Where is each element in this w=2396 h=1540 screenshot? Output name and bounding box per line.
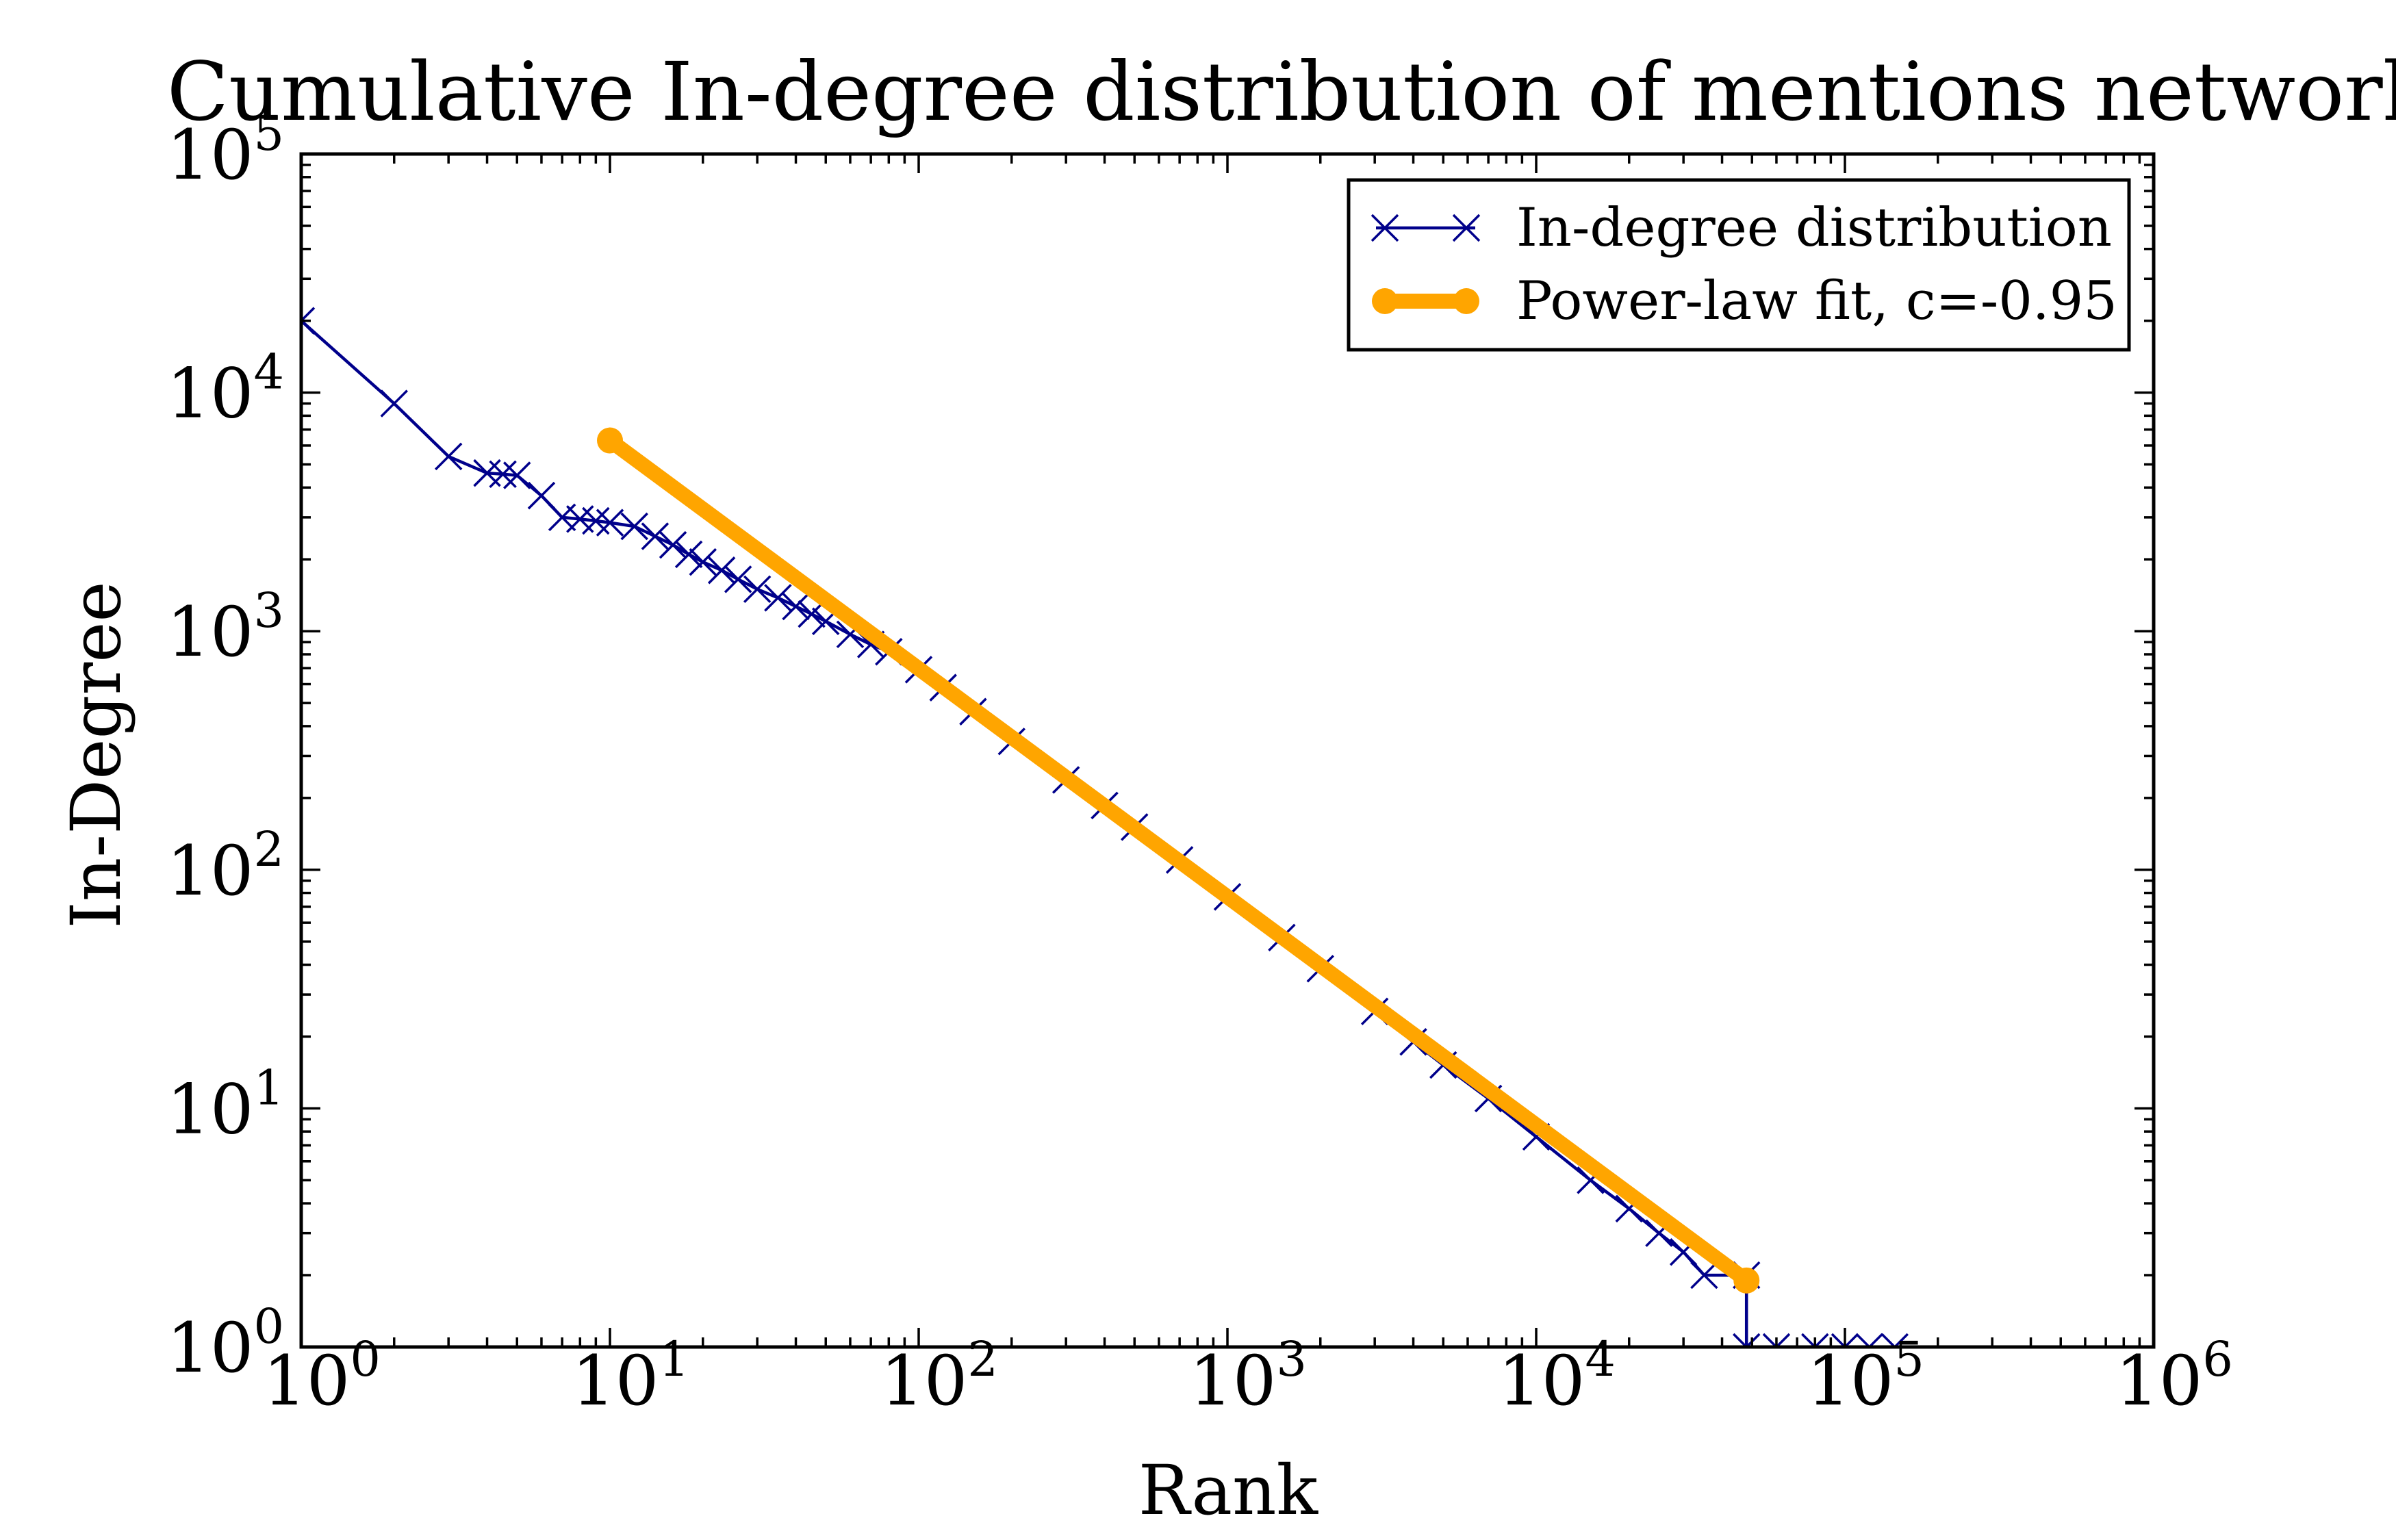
x-axis-label: Rank <box>1138 1450 1319 1530</box>
series-fit-point <box>597 427 623 454</box>
x-tick-label: 103 <box>1189 1331 1307 1421</box>
x-tick-label: 102 <box>880 1331 998 1421</box>
series-in-degree-point <box>641 522 670 550</box>
series-in-degree-point <box>689 548 717 576</box>
legend-label: Power-law fit, c=-0.95 <box>1516 270 2117 332</box>
series-in-degree-point <box>489 460 517 489</box>
x-tick-label: 100 <box>263 1331 381 1421</box>
x-tick-labels: 100 101 102 103 104 105 106 <box>263 1331 2233 1421</box>
plot-frame <box>299 152 2156 1349</box>
series-in-degree-point <box>1855 1333 1883 1347</box>
series-in-degree-point <box>707 556 736 585</box>
x-tick-label: 101 <box>572 1331 689 1421</box>
series-in-degree-point <box>659 530 687 559</box>
x-tick-label: 106 <box>2115 1331 2233 1421</box>
series-in-degree-point <box>1801 1333 1829 1347</box>
series-in-degree-point <box>764 584 792 612</box>
y-tick-label: 100 <box>166 1298 284 1388</box>
legend-label: In-degree distribution <box>1516 197 2112 259</box>
chart-title: Cumulative In-degree distribution of men… <box>167 44 2396 139</box>
series-in-degree-point <box>1690 1261 1718 1289</box>
series-fit-point <box>1733 1267 1760 1294</box>
y-tick-label: 105 <box>166 105 284 195</box>
series-in-degree-point <box>620 512 648 541</box>
x-tick-label: 104 <box>1498 1331 1616 1421</box>
plot-area <box>301 307 1909 1347</box>
y-tick-label: 103 <box>166 582 284 672</box>
series-in-degree-point <box>782 592 810 621</box>
series-in-degree-point <box>596 509 624 537</box>
series-in-degree-point <box>1881 1333 1909 1347</box>
series-fit-line <box>605 434 1751 1287</box>
series-in-degree-point <box>380 389 409 418</box>
legend: In-degree distribution Power-law fit, c=-… <box>1347 178 2131 352</box>
x-tick-label: 105 <box>1807 1331 1924 1421</box>
series-in-degree-point <box>1762 1333 1791 1347</box>
series-in-degree-point <box>301 307 316 335</box>
series-layer <box>301 307 1909 1347</box>
y-tick-label: 101 <box>166 1060 284 1149</box>
y-axis-label: In-Degree <box>56 581 136 928</box>
series-in-degree-point <box>798 600 826 628</box>
legend-marker-dot <box>1372 288 1398 314</box>
series-in-degree-point <box>1733 1333 1761 1347</box>
series-in-degree-point <box>502 461 531 489</box>
series-in-degree-point <box>674 540 703 569</box>
y-tick-label: 102 <box>166 821 284 911</box>
series-in-degree-point <box>434 442 463 471</box>
legend-box <box>1347 178 2131 352</box>
y-tick-label: 104 <box>166 344 284 434</box>
legend-marker-dot <box>1453 288 1479 314</box>
legend-marker-x <box>1452 214 1481 242</box>
series-in-degree-point <box>724 565 752 593</box>
y-tick-labels: 100 101 102 103 104 105 <box>166 105 284 1388</box>
legend-marker-x <box>1371 214 1399 242</box>
series-in-degree-point <box>743 575 772 604</box>
series-in-degree-point <box>1831 1333 1859 1347</box>
